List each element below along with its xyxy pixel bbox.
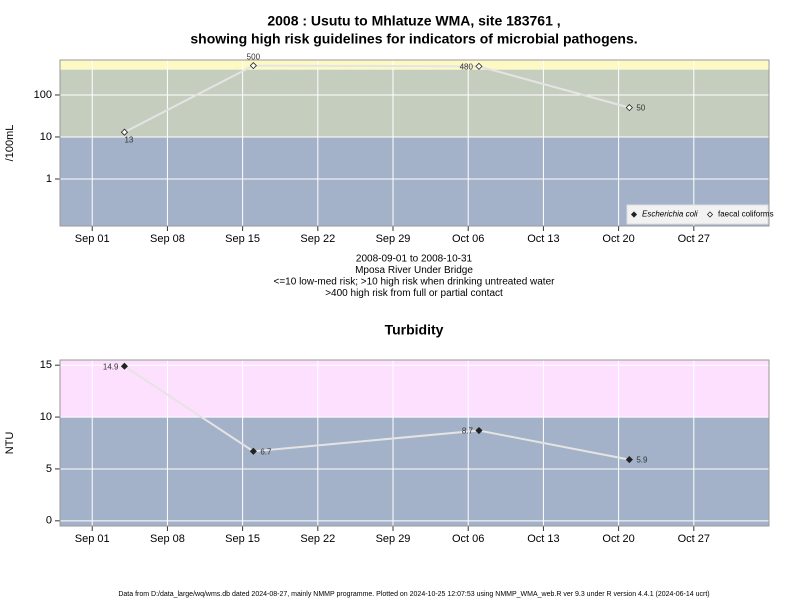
- y-axis-label: NTU: [4, 432, 16, 455]
- x-tick-label: Sep 01: [75, 233, 110, 245]
- data-point: [249, 447, 257, 455]
- x-tick-label: Oct 20: [602, 233, 634, 245]
- y-tick-label: 100: [34, 89, 52, 101]
- data-point: [625, 456, 633, 464]
- data-point: [475, 426, 483, 435]
- note: 2008-09-01 to 2008-10-31: [356, 254, 473, 265]
- plot-frame: [59, 59, 770, 227]
- chart-title: Turbidity: [385, 322, 444, 338]
- x-tick-label: Sep 22: [300, 533, 335, 545]
- y-tick-label: 10: [40, 131, 52, 143]
- x-tick-label: Sep 15: [225, 533, 260, 545]
- legend-marker: [706, 211, 714, 218]
- x-tick-label: Oct 27: [678, 233, 710, 245]
- data-label: 480: [460, 62, 474, 71]
- y-tick-label: 10: [40, 411, 52, 423]
- series-line: [123, 365, 630, 461]
- data-point: [120, 128, 129, 136]
- data-point: [475, 62, 483, 70]
- data-label: 5.9: [636, 456, 648, 465]
- risk-band: [60, 417, 769, 526]
- x-tick-label: Sep 22: [300, 233, 335, 245]
- note: Mposa River Under Bridge: [355, 265, 473, 276]
- note: >400 high risk from full or partial cont…: [325, 288, 503, 299]
- legend-marker: [630, 211, 638, 218]
- chart-subtitle: showing high risk guidelines for indicat…: [190, 31, 637, 47]
- legend-label: Escherichia coli: [642, 210, 698, 219]
- data-label: 500: [247, 53, 261, 62]
- x-tick-label: Sep 29: [376, 233, 411, 245]
- y-tick-label: 5: [46, 463, 52, 475]
- data-label: 6.7: [260, 447, 272, 456]
- series-line: [123, 64, 630, 134]
- data-point: [625, 104, 633, 112]
- risk-band: [60, 69, 769, 137]
- data-label: 50: [636, 104, 645, 113]
- y-tick-label: 15: [40, 359, 52, 371]
- x-tick-label: Sep 08: [150, 533, 185, 545]
- y-axis-label: /100mL: [4, 125, 16, 162]
- y-tick-label: 1: [46, 173, 52, 185]
- risk-band: [60, 360, 769, 418]
- x-tick-label: Oct 13: [527, 233, 559, 245]
- footer: Data from D:/data_large/wq/wms.db dated …: [118, 591, 709, 598]
- chart-title: 2008 : Usutu to Mhlatuze WMA, site 18376…: [267, 13, 560, 29]
- x-tick-label: Sep 29: [376, 533, 411, 545]
- data-point: [120, 362, 129, 370]
- data-label: 13: [124, 135, 133, 144]
- note: <=10 low-med risk; >10 high risk when dr…: [274, 277, 556, 288]
- legend-box: [626, 204, 769, 225]
- x-tick-label: Oct 27: [678, 533, 710, 545]
- x-tick-label: Oct 20: [602, 533, 634, 545]
- x-tick-label: Oct 06: [452, 233, 484, 245]
- x-tick-label: Oct 13: [527, 533, 559, 545]
- legend-label: faecal coliforms: [718, 210, 774, 219]
- x-tick-label: Sep 15: [225, 233, 260, 245]
- data-point: [249, 62, 257, 70]
- x-tick-label: Sep 01: [75, 533, 110, 545]
- data-label: 14.9: [103, 362, 119, 371]
- plot-frame: [59, 359, 770, 527]
- y-tick-label: 0: [46, 515, 52, 527]
- x-tick-label: Oct 06: [452, 533, 484, 545]
- x-tick-label: Sep 08: [150, 233, 185, 245]
- data-label: 8.7: [462, 427, 474, 436]
- risk-band: [60, 60, 769, 70]
